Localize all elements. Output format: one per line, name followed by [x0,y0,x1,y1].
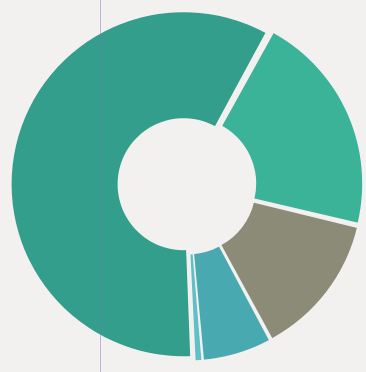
donut-slice-2 [222,33,363,223]
donut-slice-1 [11,12,266,357]
donut-slice-5 [190,254,202,361]
scan-artifact-line [100,0,101,372]
donut-slice-4 [194,246,269,360]
donut-slice-3 [221,202,357,339]
